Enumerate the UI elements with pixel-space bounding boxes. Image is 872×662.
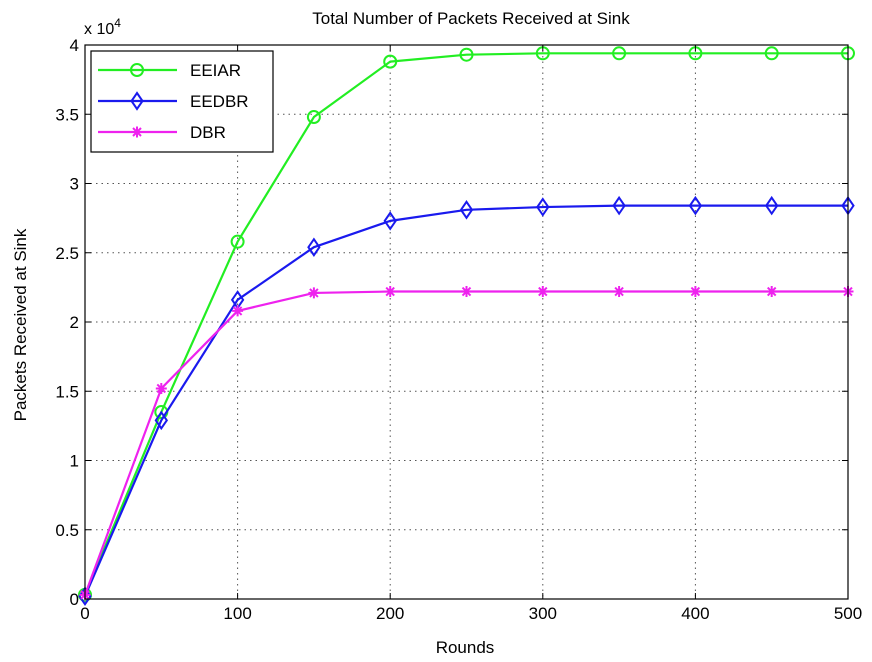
data-point-dbr — [461, 286, 472, 298]
data-point-eedbr — [688, 195, 703, 216]
data-point-eeiar — [612, 46, 627, 61]
y-tick-label: 0 — [70, 590, 79, 609]
legend-entry-eeiar: EEIAR — [98, 61, 241, 80]
y-tick-label: 0.5 — [55, 521, 79, 540]
y-tick-label: 1 — [70, 452, 79, 471]
data-point-dbr — [689, 286, 701, 298]
y-axis-label: Packets Received at Sink — [11, 228, 30, 421]
legend-entry-eedbr: EEDBR — [98, 91, 249, 111]
y-tick-label: 2 — [70, 313, 79, 332]
x-axis-label: Rounds — [436, 638, 495, 657]
legend-label-eeiar: EEIAR — [190, 61, 241, 80]
series-line-dbr — [83, 290, 848, 596]
data-point-eeiar — [306, 110, 321, 125]
legend-label-dbr: DBR — [190, 123, 226, 142]
y-axis-multiplier: x 104 — [84, 16, 121, 38]
x-tick-label: 200 — [376, 604, 404, 623]
data-point-eedbr — [154, 410, 169, 431]
data-point-dbr — [537, 286, 549, 298]
legend: EEIAR EEDBR DBR — [90, 50, 274, 153]
legend-marker-dbr — [131, 126, 143, 138]
x-tick-label: 100 — [223, 604, 251, 623]
y-tick-label: 3 — [70, 175, 79, 194]
data-point-dbr — [384, 286, 396, 298]
y-multiplier-base: x 10 — [84, 21, 114, 38]
data-point-eedbr — [764, 195, 779, 216]
data-point-dbr — [766, 286, 778, 298]
data-point-eedbr — [78, 586, 92, 606]
chart-title: Total Number of Packets Received at Sink — [312, 9, 630, 28]
data-point-eeiar — [230, 234, 245, 249]
data-point-eeiar — [383, 54, 398, 69]
data-point-eeiar — [459, 47, 474, 62]
data-point-dbr — [308, 287, 320, 299]
x-tick-label: 300 — [529, 604, 557, 623]
y-multiplier-exponent: 4 — [114, 16, 121, 30]
data-point-eedbr — [459, 200, 474, 220]
axis-ticks: 0 100 200 300 400 500 0 0.5 1 1.5 2 2.5 3 3.5 4 — [55, 36, 862, 623]
data-point-dbr — [155, 382, 167, 394]
data-point-eedbr — [383, 211, 397, 231]
legend-marker-eedbr — [130, 91, 144, 111]
y-tick-label: 4 — [70, 36, 79, 55]
x-tick-label: 400 — [681, 604, 709, 623]
data-point-eedbr — [307, 237, 321, 257]
x-tick-label: 0 — [80, 604, 89, 623]
legend-entry-dbr: DBR — [98, 123, 226, 142]
data-point-dbr — [613, 286, 625, 298]
y-tick-label: 3.5 — [55, 105, 79, 124]
legend-label-eedbr: EEDBR — [190, 92, 249, 111]
series-line-eeiar — [83, 52, 848, 596]
data-point-eedbr — [612, 195, 626, 216]
y-tick-label: 2.5 — [55, 244, 79, 263]
series-eedbr — [78, 195, 855, 606]
series-layer — [78, 46, 855, 606]
x-tick-label: 500 — [834, 604, 862, 623]
legend-marker-eeiar — [130, 63, 144, 77]
data-point-eeiar — [764, 46, 779, 61]
y-tick-label: 1.5 — [55, 382, 79, 401]
series-line-eedbr — [83, 204, 848, 597]
data-point-dbr — [232, 305, 244, 317]
data-point-eedbr — [536, 197, 550, 217]
